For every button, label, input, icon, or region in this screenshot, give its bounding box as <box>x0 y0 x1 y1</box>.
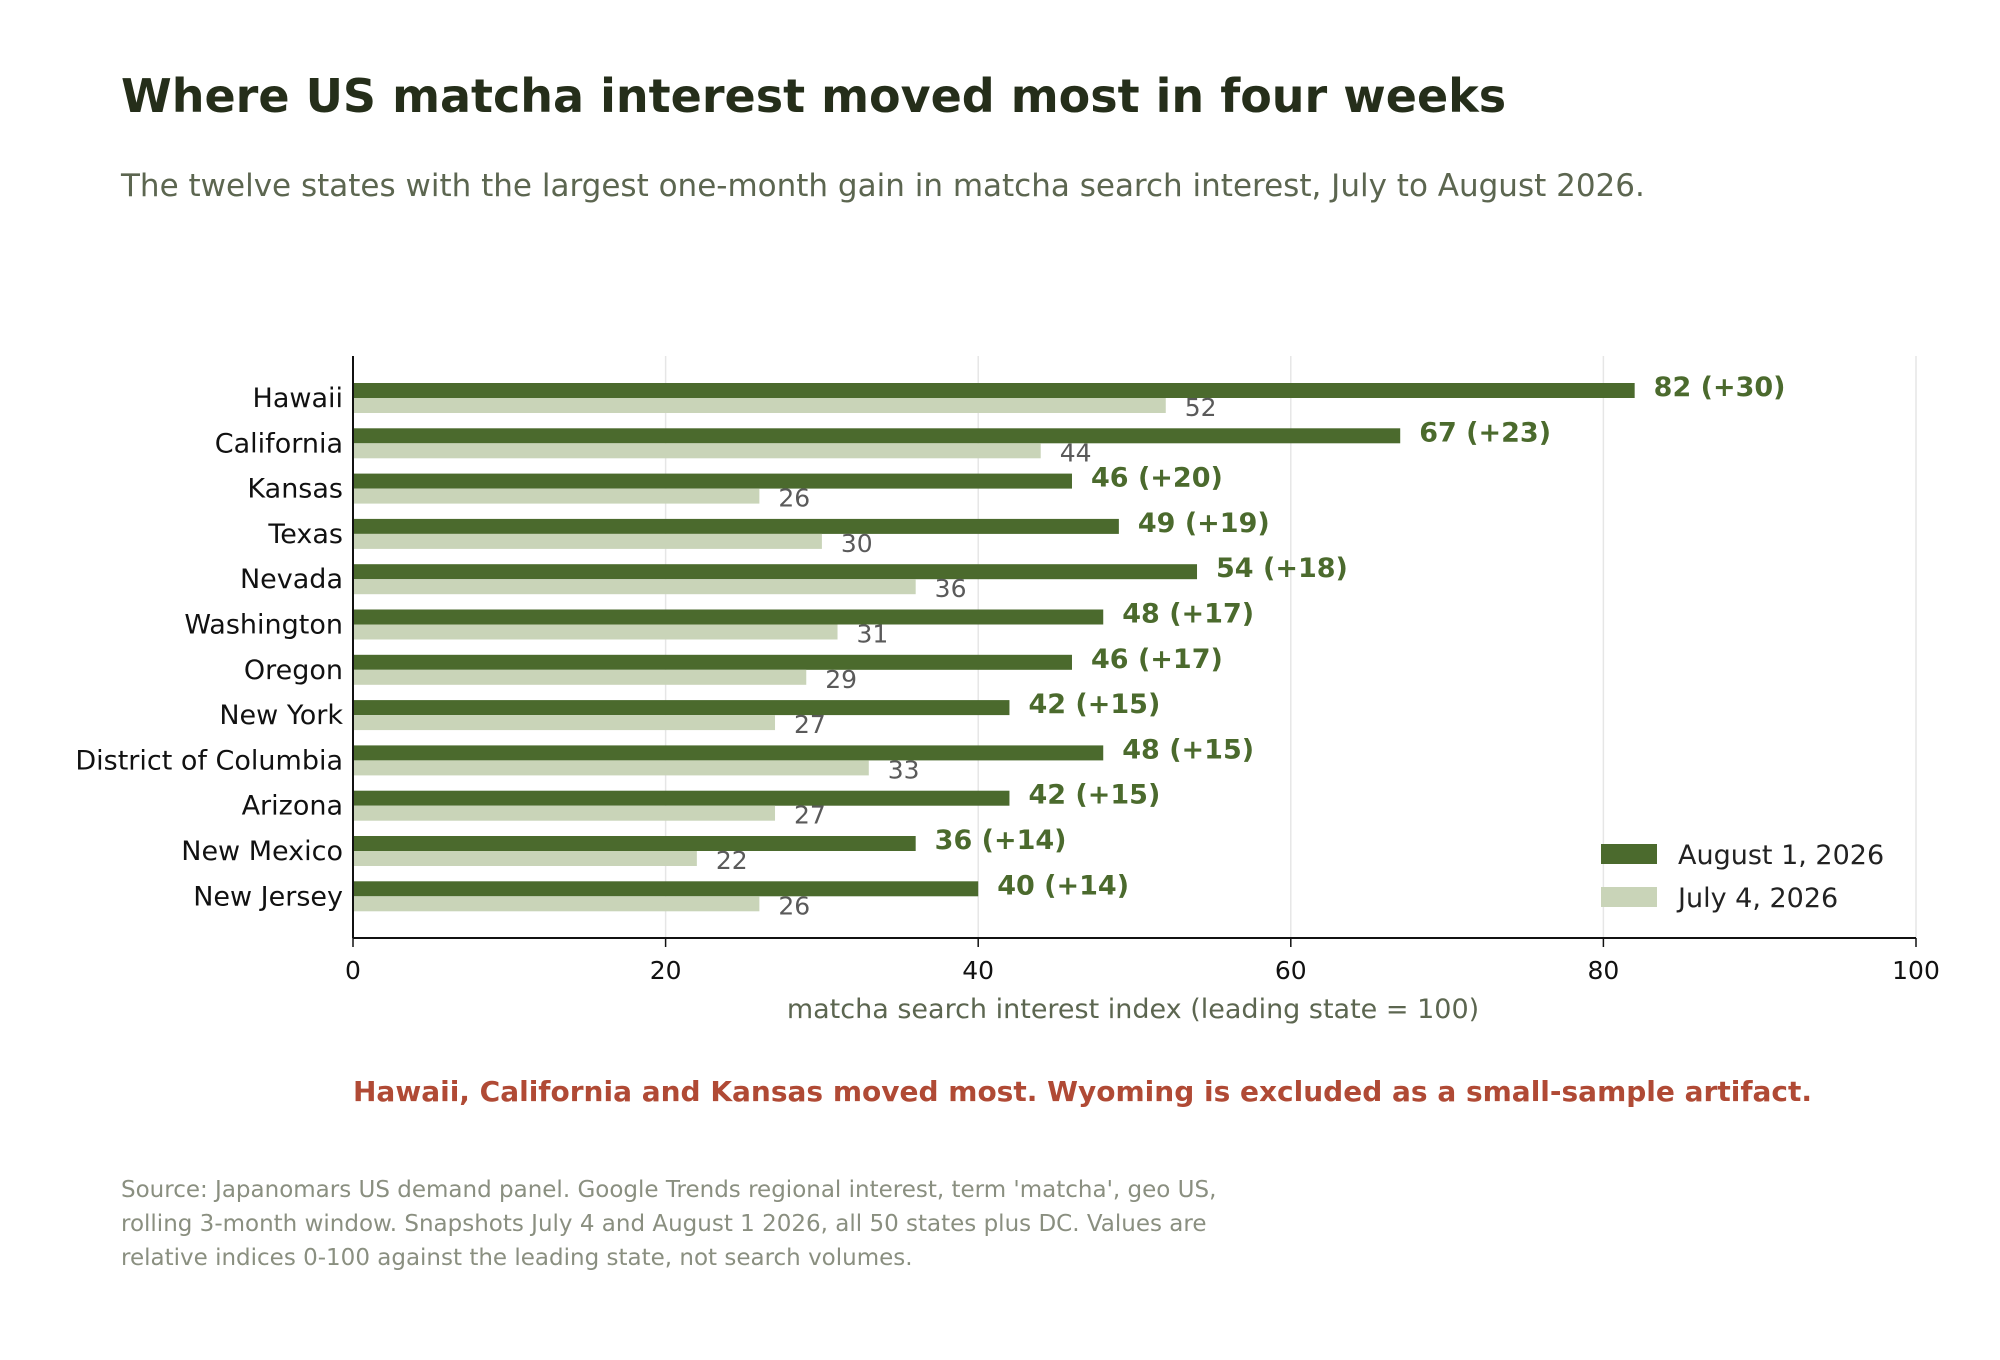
value-label-aug-hawaii: 82 (+30) <box>1654 372 1786 403</box>
bar-jul-kansas <box>353 488 760 504</box>
labels: Hawaii 82 (+30) 52 California 67 (+23) 44 Kans… <box>75 372 1785 920</box>
bar-jul-new-york <box>353 715 776 731</box>
source-line-2: rolling 3-month window. Snapshots July 4… <box>121 1211 1206 1237</box>
bar-aug-oregon <box>353 654 1072 670</box>
value-label-aug-oregon: 46 (+17) <box>1091 644 1223 675</box>
category-label-new-jersey: New Jersey <box>193 881 343 912</box>
bar-aug-new-mexico <box>353 836 916 851</box>
bars <box>353 383 1635 912</box>
value-label-jul-kansas: 26 <box>778 484 810 513</box>
category-label-texas: Texas <box>267 519 343 550</box>
bar-aug-california <box>353 428 1401 444</box>
chart-title: Where US matcha interest moved most in f… <box>121 69 1506 123</box>
x-tick-label-80: 80 <box>1587 956 1619 985</box>
category-label-kansas: Kansas <box>247 474 343 505</box>
value-label-aug-new-mexico: 36 (+14) <box>935 825 1067 856</box>
legend-swatch-jul <box>1601 887 1657 907</box>
chart-subtitle: The twelve states with the largest one-m… <box>120 168 1645 204</box>
annotation: Hawaii, California and Kansas moved most… <box>353 1075 1812 1108</box>
value-label-jul-new-york: 27 <box>794 710 826 739</box>
value-label-aug-kansas: 46 (+20) <box>1091 463 1223 494</box>
axes: 0 20 40 60 80 100 <box>345 356 1940 985</box>
legend: August 1, 2026 July 4, 2026 <box>1601 840 1884 914</box>
value-label-aug-nevada: 54 (+18) <box>1216 553 1348 584</box>
legend-swatch-aug <box>1601 844 1657 864</box>
bar-jul-oregon <box>353 669 807 685</box>
legend-label-aug: August 1, 2026 <box>1678 840 1884 871</box>
value-label-aug-arizona: 42 (+15) <box>1028 780 1160 811</box>
x-tick-label-20: 20 <box>650 956 682 985</box>
value-label-jul-nevada: 36 <box>935 574 967 603</box>
value-label-aug-new-jersey: 40 (+14) <box>997 870 1129 901</box>
category-label-new-mexico: New Mexico <box>181 836 343 867</box>
bar-jul-california <box>353 443 1041 459</box>
bar-jul-new-mexico <box>353 851 697 866</box>
value-label-jul-california: 44 <box>1060 438 1092 467</box>
value-label-jul-new-mexico: 22 <box>716 846 748 875</box>
bar-aug-district-of-columbia <box>353 745 1104 761</box>
category-label-washington: Washington <box>184 610 343 641</box>
category-label-hawaii: Hawaii <box>253 383 343 414</box>
bar-jul-district-of-columbia <box>353 760 869 776</box>
bar-jul-new-jersey <box>353 896 760 912</box>
category-label-nevada: Nevada <box>240 564 343 595</box>
bar-aug-kansas <box>353 473 1072 489</box>
bar-jul-nevada <box>353 579 916 595</box>
value-label-jul-texas: 30 <box>841 529 873 558</box>
legend-label-jul: July 4, 2026 <box>1676 883 1838 914</box>
value-label-jul-arizona: 27 <box>794 801 826 830</box>
x-tick-label-100: 100 <box>1892 956 1940 985</box>
bar-aug-hawaii <box>353 383 1635 398</box>
bar-aug-texas <box>353 518 1119 534</box>
x-tick-label-40: 40 <box>962 956 994 985</box>
value-label-jul-hawaii: 52 <box>1185 393 1217 422</box>
category-label-arizona: Arizona <box>242 791 343 822</box>
x-tick-label-60: 60 <box>1275 956 1307 985</box>
bar-aug-new-york <box>353 700 1010 716</box>
category-label-california: California <box>215 428 343 459</box>
source-line-3: relative indices 0-100 against the leadi… <box>121 1245 913 1271</box>
bar-aug-arizona <box>353 790 1010 806</box>
bar-jul-texas <box>353 533 822 549</box>
value-label-aug-california: 67 (+23) <box>1419 417 1551 448</box>
value-label-jul-washington: 31 <box>857 620 889 649</box>
value-label-aug-district-of-columbia: 48 (+15) <box>1122 734 1254 765</box>
x-tick-label-0: 0 <box>345 956 361 985</box>
x-axis-label: matcha search interest index (leading st… <box>787 994 1479 1025</box>
value-label-aug-new-york: 42 (+15) <box>1028 689 1160 720</box>
bar-aug-washington <box>353 609 1104 625</box>
value-label-aug-texas: 49 (+19) <box>1138 508 1270 539</box>
category-label-new-york: New York <box>219 700 343 731</box>
bar-jul-hawaii <box>353 398 1166 413</box>
value-label-aug-washington: 48 (+17) <box>1122 599 1254 630</box>
bar-jul-washington <box>353 624 838 640</box>
value-label-jul-new-jersey: 26 <box>778 891 810 920</box>
value-label-jul-oregon: 29 <box>825 665 857 694</box>
value-label-jul-district-of-columbia: 33 <box>888 755 920 784</box>
bar-aug-nevada <box>353 564 1198 580</box>
category-label-oregon: Oregon <box>244 655 343 686</box>
category-label-district-of-columbia: District of Columbia <box>75 745 343 776</box>
bar-jul-arizona <box>353 805 776 821</box>
source-line-1: Source: Japanomars US demand panel. Goog… <box>121 1177 1216 1203</box>
bar-aug-new-jersey <box>353 881 979 897</box>
